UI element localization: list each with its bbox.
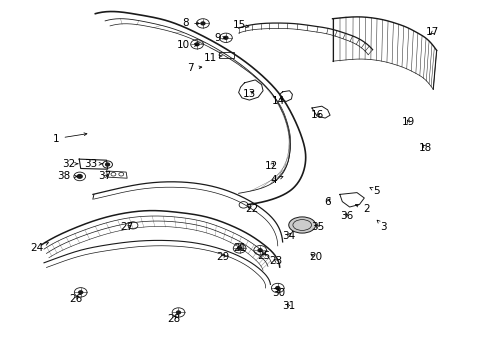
Circle shape bbox=[195, 43, 199, 46]
Text: 6: 6 bbox=[324, 197, 330, 207]
Text: 10: 10 bbox=[177, 40, 197, 50]
Text: 22: 22 bbox=[244, 204, 258, 214]
Text: 36: 36 bbox=[340, 211, 353, 221]
Text: 35: 35 bbox=[310, 222, 324, 232]
Text: 20: 20 bbox=[308, 252, 321, 262]
Text: 12: 12 bbox=[264, 161, 278, 171]
Text: 23: 23 bbox=[269, 256, 283, 266]
Text: 30: 30 bbox=[272, 288, 285, 298]
Text: 9: 9 bbox=[214, 33, 225, 43]
Text: 31: 31 bbox=[281, 301, 295, 311]
Circle shape bbox=[258, 249, 262, 252]
Text: 37: 37 bbox=[98, 171, 112, 181]
Circle shape bbox=[77, 175, 82, 178]
Text: 16: 16 bbox=[310, 110, 324, 120]
Circle shape bbox=[79, 291, 82, 294]
Text: 25: 25 bbox=[257, 251, 270, 261]
Text: 17: 17 bbox=[425, 27, 439, 37]
Text: 34: 34 bbox=[281, 231, 295, 241]
Ellipse shape bbox=[288, 217, 315, 233]
Text: 18: 18 bbox=[418, 143, 431, 153]
Text: 14: 14 bbox=[271, 96, 285, 106]
Circle shape bbox=[176, 311, 180, 314]
Circle shape bbox=[105, 163, 109, 166]
Circle shape bbox=[224, 36, 227, 39]
Text: 8: 8 bbox=[182, 18, 199, 28]
Text: 38: 38 bbox=[57, 171, 77, 181]
Text: 32: 32 bbox=[61, 159, 78, 169]
Circle shape bbox=[237, 247, 241, 250]
Text: 4: 4 bbox=[270, 175, 283, 185]
Bar bbox=[219, 52, 233, 58]
Text: 15: 15 bbox=[232, 20, 248, 30]
Text: 24: 24 bbox=[30, 243, 48, 253]
Text: 29: 29 bbox=[215, 252, 229, 262]
Text: 7: 7 bbox=[187, 63, 202, 73]
Text: 2: 2 bbox=[355, 204, 369, 214]
Text: 26: 26 bbox=[69, 294, 82, 304]
Circle shape bbox=[201, 22, 204, 25]
Text: 1: 1 bbox=[53, 133, 87, 144]
Text: 13: 13 bbox=[242, 89, 256, 99]
Text: 33: 33 bbox=[83, 159, 102, 169]
Circle shape bbox=[275, 287, 279, 289]
Text: 5: 5 bbox=[369, 186, 379, 196]
Text: 19: 19 bbox=[401, 117, 414, 127]
Text: 21: 21 bbox=[232, 243, 246, 253]
Text: 28: 28 bbox=[166, 314, 180, 324]
Text: 27: 27 bbox=[120, 222, 134, 232]
Text: 3: 3 bbox=[376, 220, 386, 232]
Text: 11: 11 bbox=[203, 53, 222, 63]
